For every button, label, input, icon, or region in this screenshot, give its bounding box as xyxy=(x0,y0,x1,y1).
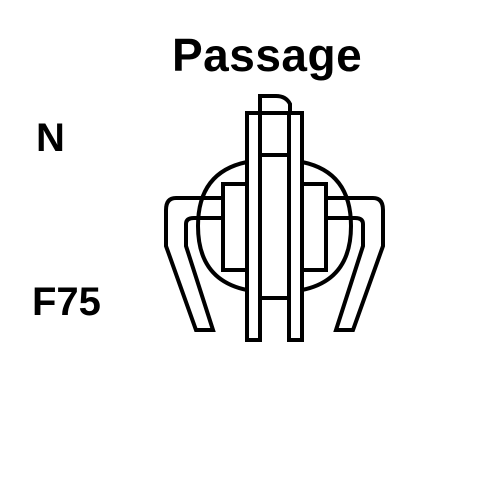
left-lever xyxy=(166,198,223,330)
right-collar xyxy=(302,184,326,270)
right-lever xyxy=(326,198,383,330)
lock-diagram-svg xyxy=(0,0,500,500)
top-tab xyxy=(260,96,290,113)
diagram-canvas: Passage N F75 xyxy=(0,0,500,500)
central-right-bar xyxy=(289,113,302,340)
central-left-bar xyxy=(247,113,260,340)
left-collar xyxy=(223,184,247,270)
